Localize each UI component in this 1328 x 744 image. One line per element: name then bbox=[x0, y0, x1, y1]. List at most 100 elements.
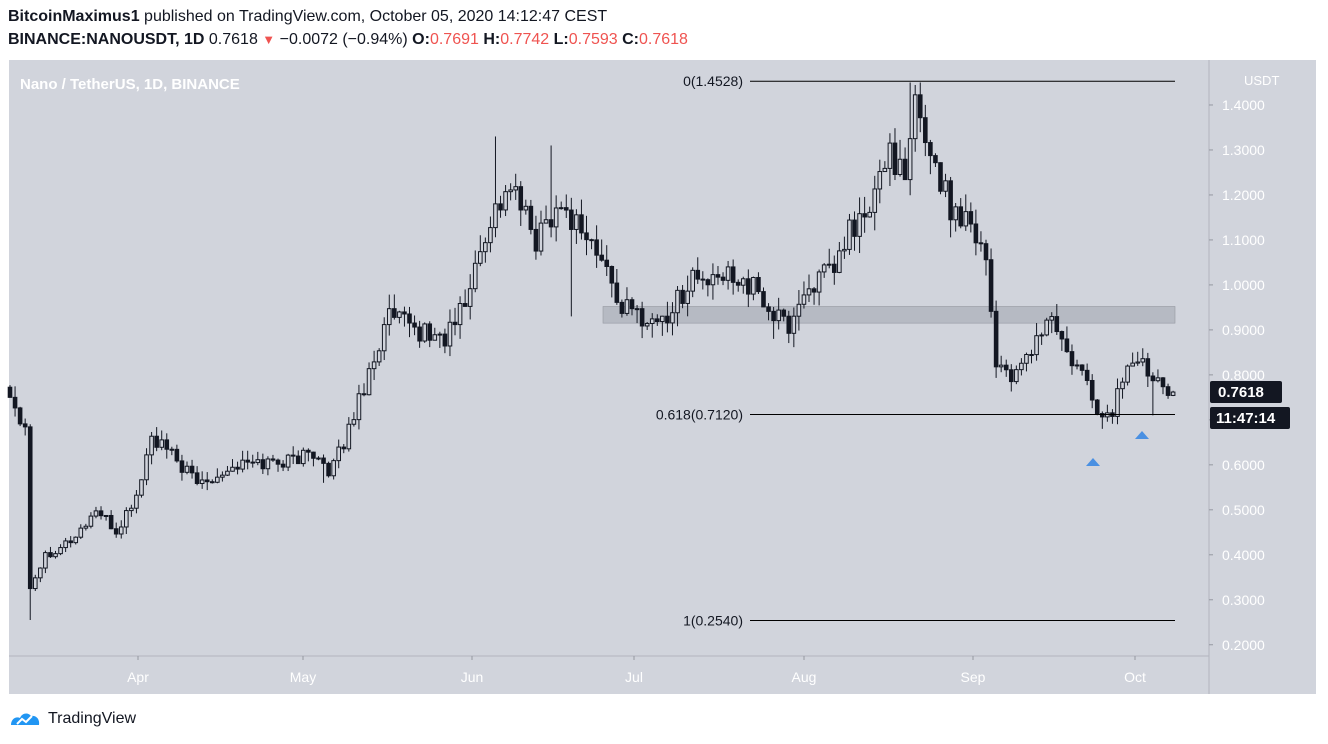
candle-body bbox=[786, 315, 792, 334]
candle-body bbox=[250, 461, 256, 464]
candle-body bbox=[129, 507, 134, 512]
low-value: 0.7593 bbox=[568, 31, 618, 48]
candle-body bbox=[923, 117, 928, 144]
candle-body bbox=[973, 223, 979, 244]
y-tick-label: 0.8000 bbox=[1222, 367, 1265, 383]
candle-body bbox=[604, 259, 610, 267]
candle-body bbox=[366, 368, 372, 396]
down-arrow-icon: ▼ bbox=[262, 32, 276, 47]
candle-body bbox=[12, 396, 18, 409]
price-chart[interactable]: Nano / TetherUS, 1D, BINANCE USDT 0(1.45… bbox=[0, 0, 1328, 700]
y-tick-label: 0.9000 bbox=[1222, 322, 1265, 338]
candle-body bbox=[58, 547, 63, 555]
candle-body bbox=[1044, 319, 1049, 336]
candle-body bbox=[766, 306, 771, 312]
candle-body bbox=[462, 303, 468, 307]
candle-body bbox=[1130, 362, 1135, 367]
candle-body bbox=[1089, 379, 1095, 401]
candle-body bbox=[665, 315, 670, 324]
candle-body bbox=[295, 455, 301, 465]
candle-body bbox=[629, 299, 635, 310]
candle-body bbox=[543, 219, 549, 224]
candle-body bbox=[422, 323, 427, 342]
candle-body bbox=[174, 448, 180, 462]
candle-body bbox=[139, 479, 144, 496]
candle-body bbox=[574, 214, 579, 230]
candle-body bbox=[1170, 391, 1176, 396]
candle-body bbox=[902, 158, 908, 181]
candle-body bbox=[1094, 399, 1100, 415]
candle-body bbox=[700, 278, 706, 281]
candle-body bbox=[842, 248, 847, 252]
candle-body bbox=[118, 526, 124, 535]
candle-body bbox=[159, 439, 165, 448]
plot-area[interactable] bbox=[9, 60, 1209, 656]
candle-body bbox=[124, 510, 129, 528]
last-price-badge-label: 0.7618 bbox=[1218, 384, 1264, 401]
author-name[interactable]: BitcoinMaximus1 bbox=[8, 8, 140, 25]
candle-body bbox=[1034, 335, 1039, 356]
candle-body bbox=[88, 515, 94, 527]
x-tick-label: Oct bbox=[1124, 669, 1146, 685]
price-change: −0.0072 (−0.94%) bbox=[279, 31, 408, 48]
tradingview-footer[interactable]: TradingView bbox=[8, 708, 136, 730]
candle-body bbox=[1003, 364, 1009, 371]
tradingview-brand: TradingView bbox=[48, 710, 137, 727]
candle-body bbox=[316, 457, 321, 460]
candle-body bbox=[1054, 316, 1060, 333]
markers bbox=[1086, 431, 1149, 466]
candle-body bbox=[306, 449, 311, 453]
candle-body bbox=[427, 323, 433, 341]
candle-body bbox=[442, 333, 448, 347]
candle-body bbox=[169, 448, 175, 451]
candle-body bbox=[1125, 365, 1130, 383]
candle-body bbox=[553, 207, 559, 228]
candle-body bbox=[194, 472, 200, 484]
tradingview-logo-icon bbox=[11, 713, 40, 725]
candle-body bbox=[437, 333, 443, 336]
candle-body bbox=[751, 277, 756, 295]
candle-body bbox=[275, 459, 281, 465]
candle-body bbox=[397, 311, 402, 318]
candle-body bbox=[882, 167, 888, 173]
up-marker-icon bbox=[1135, 431, 1149, 439]
candle-body bbox=[811, 288, 817, 293]
y-tick-label: 0.6000 bbox=[1222, 457, 1265, 473]
candle-body bbox=[644, 322, 650, 327]
candle-body bbox=[933, 155, 938, 164]
candle-body bbox=[528, 205, 534, 230]
candle-body bbox=[887, 142, 893, 169]
candle-body bbox=[1140, 358, 1146, 363]
candle-body bbox=[801, 294, 807, 305]
candle-body bbox=[988, 259, 994, 312]
y-tick-label: 0.4000 bbox=[1222, 547, 1265, 563]
candle-body bbox=[134, 494, 139, 509]
candle-body bbox=[584, 232, 589, 241]
candle-body bbox=[998, 364, 1004, 368]
candle-body bbox=[103, 514, 109, 517]
candle-body bbox=[680, 289, 685, 304]
x-tick-label: Jun bbox=[461, 669, 484, 685]
time-axis[interactable] bbox=[9, 656, 1209, 694]
candle-body bbox=[761, 291, 766, 308]
candle-body bbox=[862, 213, 867, 218]
candle-body bbox=[488, 227, 493, 244]
candle-body bbox=[796, 303, 802, 317]
candle-body bbox=[685, 290, 690, 304]
candle-body bbox=[877, 171, 883, 190]
candle-body bbox=[1120, 381, 1125, 390]
high-value: 0.7742 bbox=[500, 31, 550, 48]
candle-body bbox=[1029, 354, 1034, 357]
candle-body bbox=[483, 242, 488, 253]
y-tick-label: 1.3000 bbox=[1222, 142, 1265, 158]
price-axis[interactable] bbox=[1209, 60, 1316, 694]
candle-body bbox=[634, 308, 640, 311]
candle-body bbox=[260, 459, 266, 470]
candle-body bbox=[816, 271, 822, 293]
candle-body bbox=[189, 465, 195, 474]
candle-body bbox=[943, 180, 948, 192]
currency-label: USDT bbox=[1244, 73, 1279, 88]
candle-body bbox=[1069, 351, 1075, 367]
candle-body bbox=[852, 219, 857, 237]
candle-body bbox=[660, 315, 665, 323]
